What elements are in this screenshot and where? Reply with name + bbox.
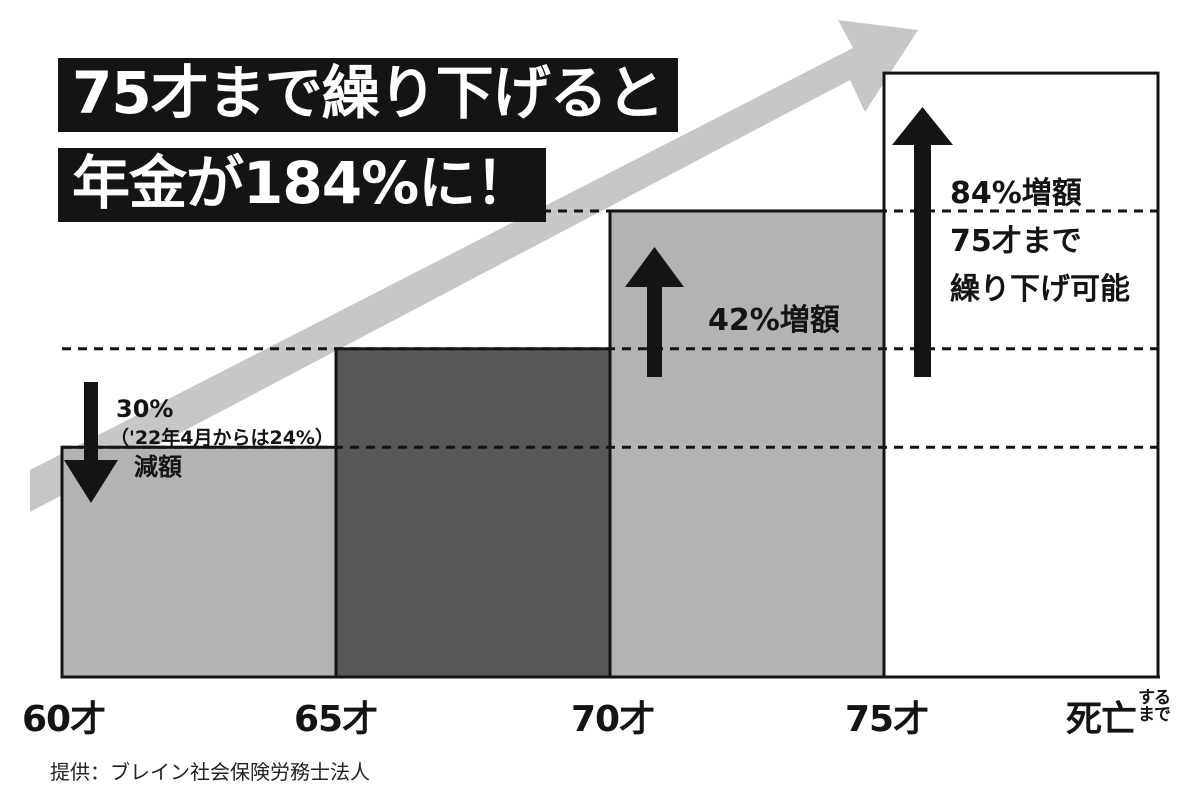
increase-42-label: 42%増額 [708, 303, 840, 338]
down-arrow [64, 382, 118, 503]
source-credit: 提供：ブレイン社会保険労務士法人 [50, 760, 370, 784]
x-tick-suffix-line-1: する [1138, 688, 1171, 708]
increase-84-percent: 84%増額 [950, 176, 1082, 211]
x-tick-suffix-line-2: まで [1138, 705, 1171, 725]
x-tick-label-end: 死亡する まで [1066, 688, 1171, 742]
up-arrow-42 [625, 247, 684, 377]
chart-title-line-1: 75才まで繰り下げると [58, 58, 678, 132]
x-tick-suffix: する まで [1138, 688, 1171, 725]
increase-84-annotation: 84%増額 75才まで 繰り下げ可能 [950, 170, 1130, 314]
decrease-percent: 30% [116, 395, 174, 423]
x-tick-label: 65才 [294, 699, 378, 740]
x-tick-label: 60才 [22, 699, 106, 740]
x-tick-label: 70才 [571, 699, 655, 740]
x-tick-label: 75才 [845, 699, 929, 740]
increase-84-age: 75才まで [950, 218, 1088, 266]
bar-65才 [334, 347, 612, 679]
up-arrow-84 [892, 107, 953, 377]
chart-title-line-2: 年金が184%に！ [58, 148, 547, 222]
growth-arrow [30, 20, 918, 512]
decrease-annotation: 30% （'22年4月からは24%） 減額 [110, 394, 334, 482]
increase-84-note: 繰り下げ可能 [950, 272, 1130, 307]
decrease-note: （'22年4月からは24%） [110, 427, 334, 449]
x-tick-label: 死亡 [1066, 699, 1137, 740]
decrease-label: 減額 [134, 453, 182, 481]
